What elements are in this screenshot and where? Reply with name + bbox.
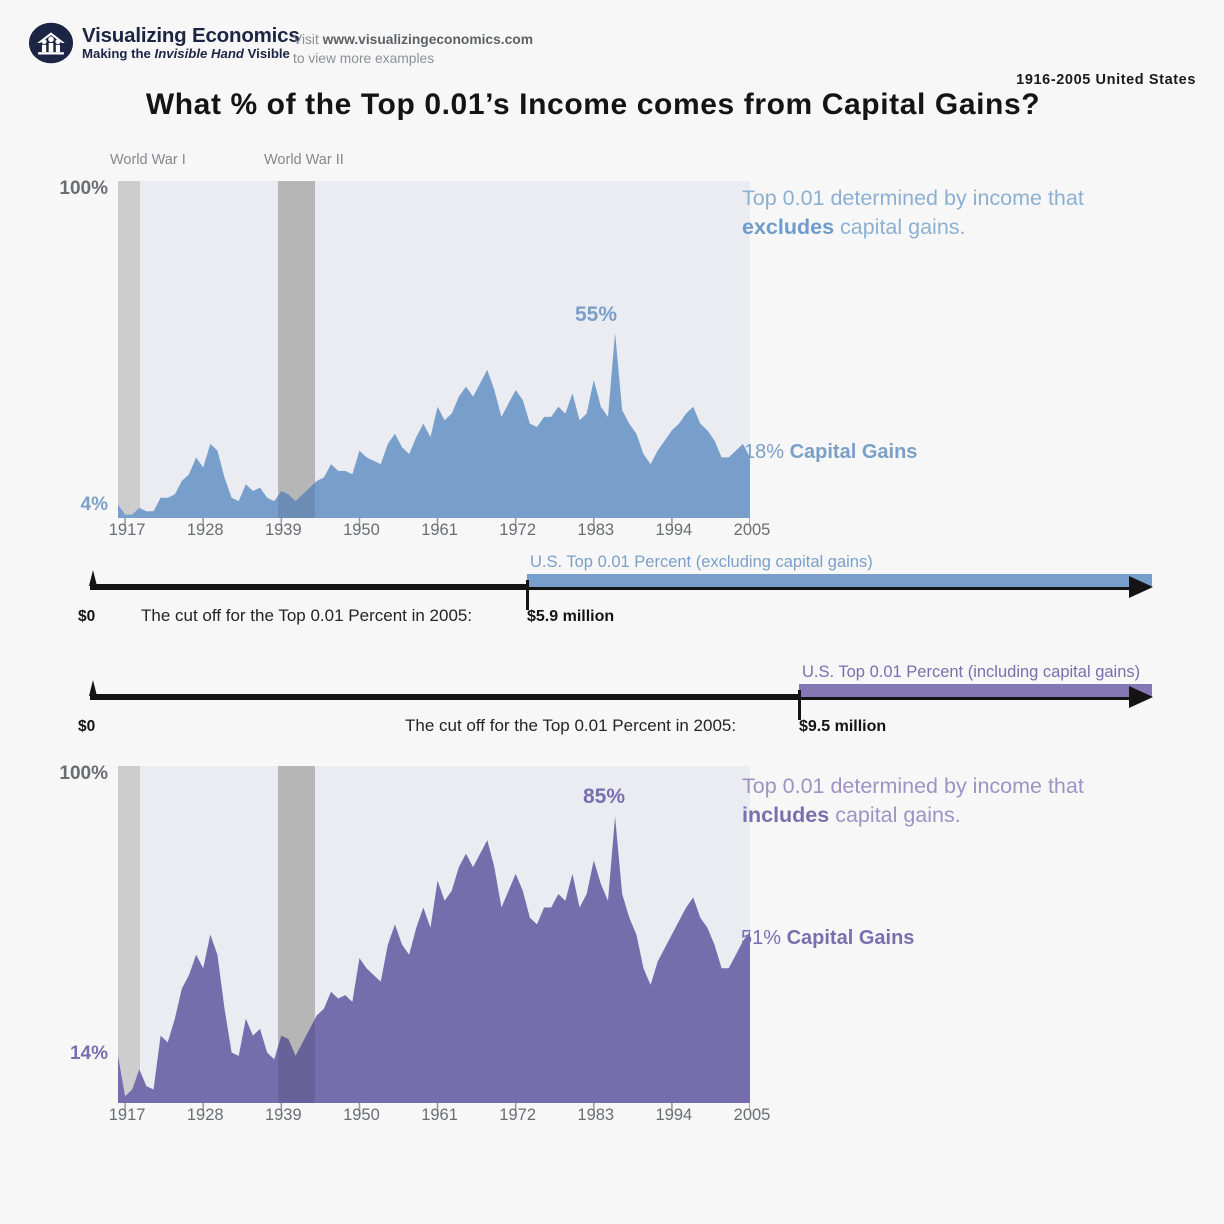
visit-note: Visit www.visualizingeconomics.com to vi… [293,31,533,68]
tl1-zero-label: $0 [78,608,96,625]
brand-text: Visualizing Economics Making the Invisib… [82,25,300,61]
top-end-text: Capital Gains [789,441,918,463]
brand-title: Visualizing Economics [82,23,300,47]
bottom-note-rest: capital gains. [829,802,961,827]
ww1-band-bottom [118,766,140,1103]
top-chart-axis-start: 4% [80,494,108,515]
top-chart-axis-max: 100% [59,178,108,199]
tl1-cutoff-tick [526,580,529,610]
x-tick-label: 1939 [264,521,302,539]
bottom-chart-end-label: 51% Capital Gains [741,927,914,950]
x-tick-label: 1983 [577,521,615,539]
tl2-cutoff-tick [798,690,801,720]
tagline-post: Visible [243,46,290,62]
x-tick-label: 1972 [499,521,537,539]
tl1-range-bar [527,574,1152,587]
x-tick-label: 1994 [655,1106,693,1124]
tl1-origin-cap [89,570,97,586]
bottom-chart-axis-max: 100% [59,763,108,784]
top-end-value: 18% [744,441,785,463]
tl1-amount: $5.9 million [527,608,615,625]
bottom-chart-xticks [124,1103,750,1111]
tl1-axis-line [90,584,1146,590]
ww1-band-top [118,181,140,518]
x-tick-label: 1950 [343,1106,380,1124]
x-tick-label: 1983 [577,1106,615,1124]
tl2-band-label: U.S. Top 0.01 Percent (including capital… [802,663,1141,681]
brand-tagline: Making the Invisible Hand Visible [82,47,300,61]
country-range-label: 1916-2005 United States [1016,72,1196,88]
bottom-end-value: 51% [741,927,782,949]
tl2-cutoff-text: The cut off for the Top 0.01 Percent in … [405,716,737,735]
top-chart-end-label: 18% Capital Gains [744,441,917,464]
top-chart-xticks [124,518,750,526]
x-tick-label: 1950 [343,521,380,539]
x-tick-label: 1961 [421,521,458,539]
tl1-cutoff-text: The cut off for the Top 0.01 Percent in … [141,606,473,625]
visit-url: www.visualizingeconomics.com [322,32,533,47]
x-tick-label: 1917 [108,521,146,539]
x-tick-label: 1928 [186,521,224,539]
x-tick-label: 2005 [733,1106,771,1124]
bottom-end-text: Capital Gains [786,927,915,949]
house-people-icon [28,22,74,64]
bottom-note-bold: includes [742,802,830,827]
x-tick-label: 2005 [733,521,771,539]
x-tick-label: 1939 [264,1106,302,1124]
page-title: What % of the Top 0.01’s Income comes fr… [145,88,1041,121]
top-chart-note: Top 0.01 determined by income that exclu… [742,184,1102,241]
top-chart-peak-label: 55% [575,303,618,326]
top-note-line1: Top 0.01 determined by income that [742,186,1084,210]
top-chart-area-series [118,181,750,518]
visit-line2: to view more examples [293,50,435,66]
ww2-label-top: World War II [264,152,344,168]
tl2-arrowhead [1129,686,1153,708]
tl2-range-bar [799,684,1152,697]
bottom-chart-peak-label: 85% [583,785,626,808]
tagline-emphasis: Invisible Hand [154,46,244,62]
bottom-chart-axis-start: 14% [69,1043,108,1064]
top-chart [118,181,750,526]
visit-line1: Visit www.visualizingeconomics.com [293,31,533,50]
tl2-origin-cap [89,680,97,696]
bottom-note-line1: Top 0.01 determined by income that [742,774,1084,798]
tl1-band-label: U.S. Top 0.01 Percent (excluding capital… [530,553,873,571]
tl2-amount: $9.5 million [799,718,887,735]
bottom-chart-note: Top 0.01 determined by income that inclu… [742,772,1102,829]
timeline-excluding: U.S. Top 0.01 Percent (excluding capital… [0,553,1224,630]
bottom-chart-area-series [118,766,750,1103]
timeline-including: U.S. Top 0.01 Percent (including capital… [0,663,1224,740]
ww1-label-top: World War I [110,152,186,168]
x-tick-label: 1972 [499,1106,537,1124]
tl1-arrowhead [1129,576,1153,598]
x-tick-label: 1961 [421,1106,458,1124]
tagline-pre: Making the [82,46,155,62]
top-note-bold: excludes [742,214,835,239]
tl2-axis-line [90,694,1146,700]
x-tick-label: 1994 [655,521,693,539]
tl2-zero-label: $0 [78,718,96,735]
brand-lockup: Visualizing Economics Making the Invisib… [28,20,300,66]
top-note-rest: capital gains. [834,214,966,239]
bottom-chart [118,766,750,1111]
x-tick-label: 1917 [108,1106,146,1124]
x-tick-label: 1928 [186,1106,224,1124]
visit-prefix: Visit [293,32,323,47]
